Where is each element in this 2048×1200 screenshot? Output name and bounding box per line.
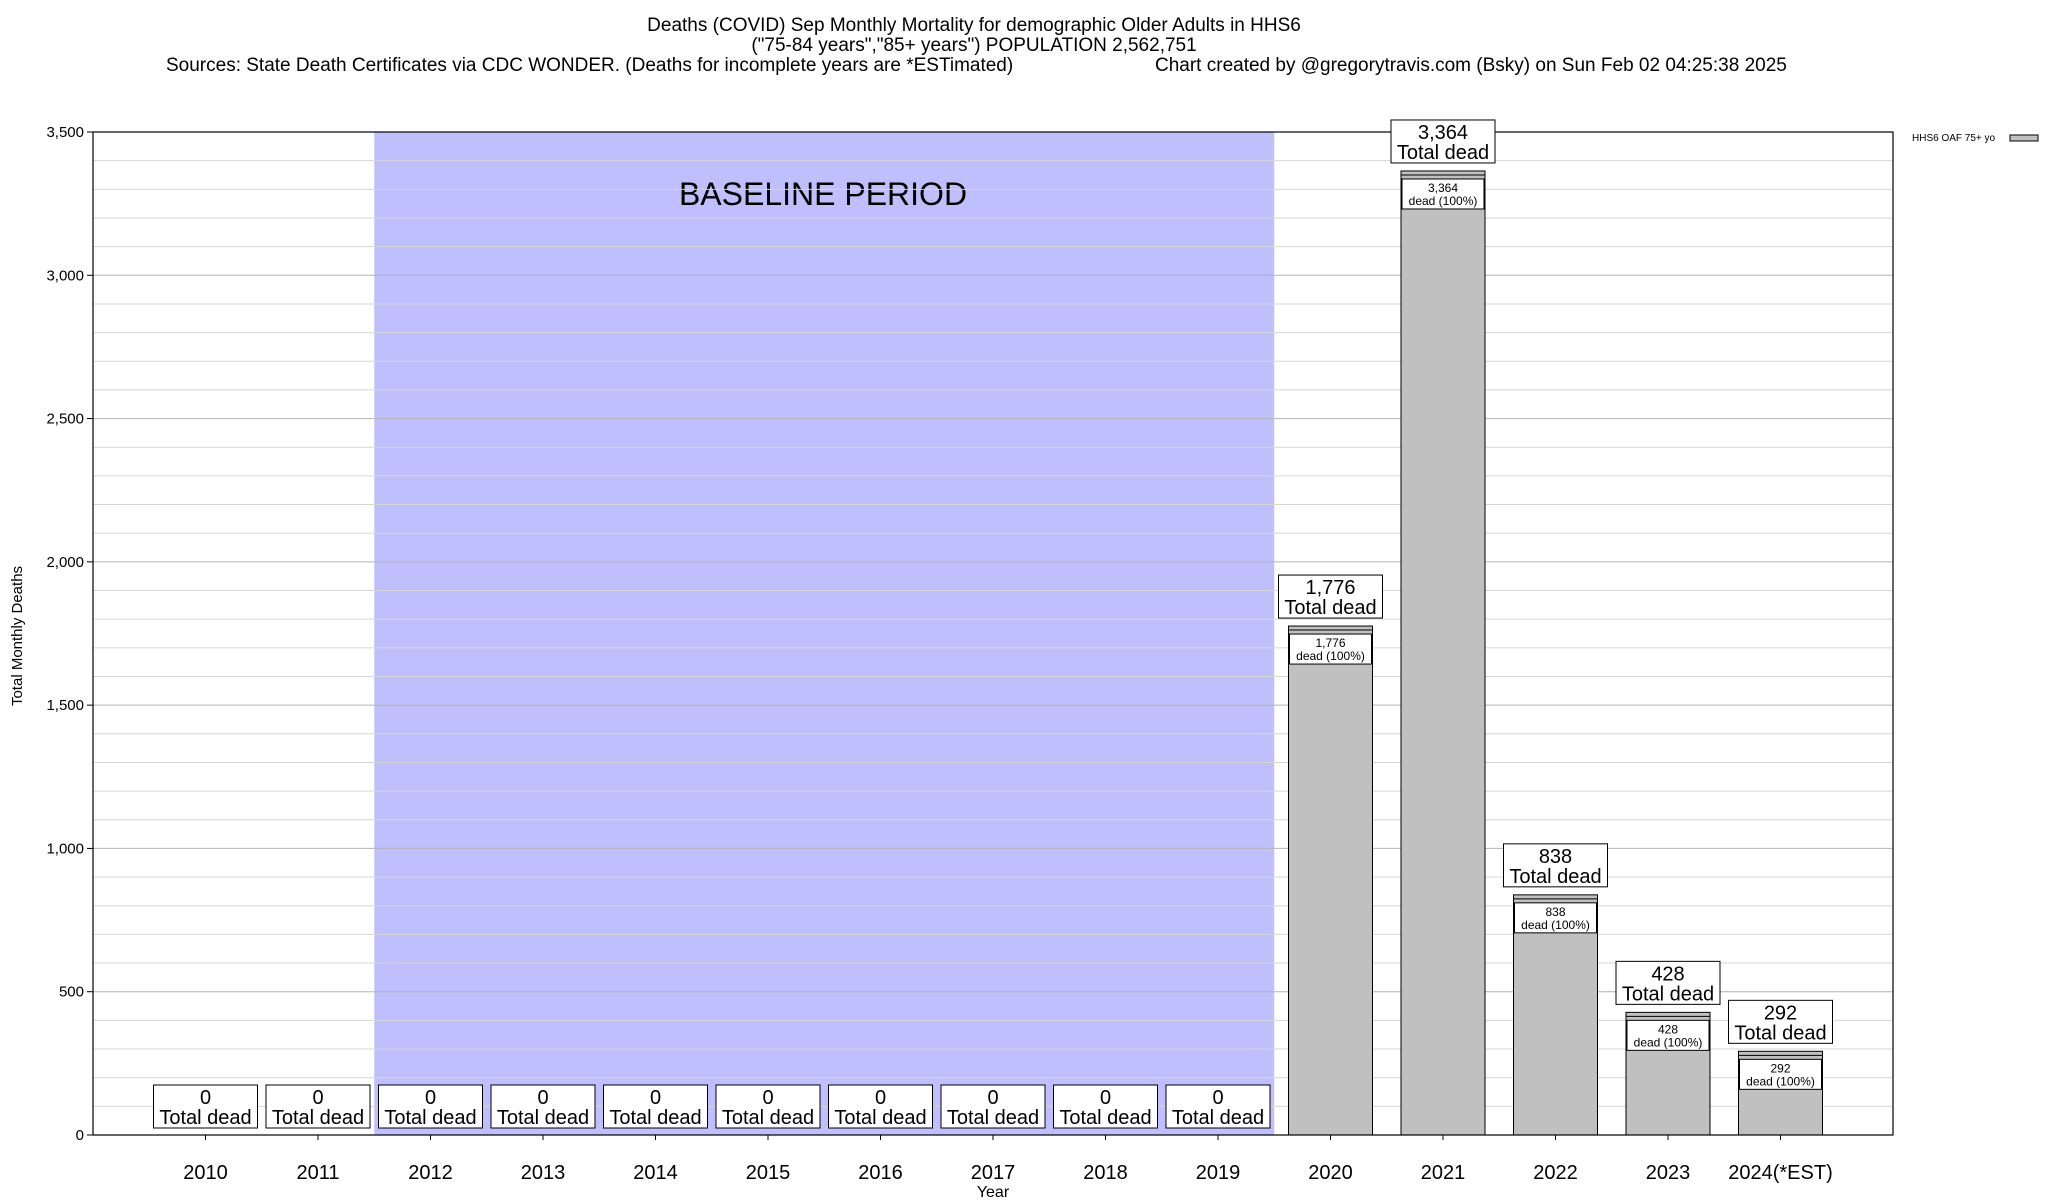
total-label-value-2020: 1,776 bbox=[1305, 577, 1355, 599]
total-label-text-2022: Total dead bbox=[1509, 866, 1601, 888]
x-tick-label-2014: 2014 bbox=[633, 1162, 678, 1184]
total-label-box-2015 bbox=[715, 1084, 821, 1129]
total-label-text-2017: Total dead bbox=[947, 1107, 1039, 1129]
total-label-box-2016 bbox=[828, 1084, 933, 1129]
x-tick-label-2022: 2022 bbox=[1533, 1162, 1578, 1184]
total-label-box-2011 bbox=[265, 1084, 371, 1129]
total-label-value-2019: 0 bbox=[1212, 1087, 1223, 1109]
inner-label-value-2021: 3,364 bbox=[1428, 181, 1458, 195]
inner-label-box-2020 bbox=[1289, 633, 1372, 665]
total-label-text-2024(*EST): Total dead bbox=[1734, 1022, 1826, 1044]
inner-label-value-2024(*EST): 292 bbox=[1770, 1061, 1790, 1075]
y-tick-label: 3,000 bbox=[46, 267, 84, 284]
inner-label-box-2022 bbox=[1514, 902, 1597, 934]
total-label-box-2017 bbox=[940, 1084, 1046, 1129]
x-tick-label-2012: 2012 bbox=[408, 1162, 453, 1184]
total-label-box-2014 bbox=[603, 1084, 708, 1129]
total-label-box-2018 bbox=[1053, 1084, 1158, 1129]
x-tick-label-2018: 2018 bbox=[1083, 1162, 1128, 1184]
y-tick-label: 2,000 bbox=[46, 554, 84, 571]
chart-credit-note: Chart created by @gregorytravis.com (Bsk… bbox=[1155, 55, 1787, 76]
total-label-text-2019: Total dead bbox=[1172, 1107, 1264, 1129]
inner-label-box-2023 bbox=[1626, 1019, 1710, 1051]
total-label-box-2010 bbox=[153, 1084, 258, 1129]
legend-swatch bbox=[2009, 134, 2039, 142]
total-label-text-2011: Total dead bbox=[272, 1107, 364, 1129]
chart-sources-note: Sources: State Death Certificates via CD… bbox=[166, 55, 1013, 76]
y-tick-label: 3,500 bbox=[46, 124, 84, 141]
total-label-box-2019 bbox=[1165, 1084, 1271, 1129]
x-axis-label: Year bbox=[977, 1184, 1010, 1200]
inner-label-text-2022: dead (100%) bbox=[1521, 918, 1590, 932]
x-tick-label-2023: 2023 bbox=[1646, 1162, 1691, 1184]
y-tick-label: 1,500 bbox=[46, 697, 84, 714]
x-tick-label-2013: 2013 bbox=[521, 1162, 566, 1184]
total-label-box-2020 bbox=[1278, 574, 1383, 619]
inner-label-value-2023: 428 bbox=[1658, 1022, 1678, 1036]
baseline-period-shading bbox=[374, 132, 1275, 1135]
x-tick-label-2015: 2015 bbox=[746, 1162, 791, 1184]
x-tick-label-2011: 2011 bbox=[296, 1162, 339, 1184]
bar-2020 bbox=[1288, 625, 1373, 1136]
y-tick-label: 0 bbox=[76, 1127, 84, 1144]
total-label-text-2014: Total dead bbox=[609, 1107, 701, 1129]
total-label-box-2012 bbox=[378, 1084, 483, 1129]
inner-label-text-2021: dead (100%) bbox=[1409, 194, 1478, 208]
plot-frame bbox=[92, 131, 1894, 1136]
total-label-text-2012: Total dead bbox=[384, 1107, 476, 1129]
inner-label-box-2021 bbox=[1401, 178, 1485, 210]
total-label-box-2022 bbox=[1503, 843, 1608, 888]
chart-title-line-2: ("75-84 years","85+ years") POPULATION 2… bbox=[751, 35, 1196, 56]
legend-label: HHS6 OAF 75+ yo bbox=[1912, 133, 1996, 144]
total-label-box-2024(*EST) bbox=[1728, 999, 1833, 1044]
total-label-value-2015: 0 bbox=[762, 1087, 773, 1109]
inner-label-text-2023: dead (100%) bbox=[1634, 1035, 1703, 1049]
total-label-value-2022: 838 bbox=[1539, 846, 1572, 868]
total-label-value-2017: 0 bbox=[987, 1087, 998, 1109]
total-label-text-2013: Total dead bbox=[497, 1107, 589, 1129]
total-label-value-2013: 0 bbox=[537, 1087, 548, 1109]
inner-label-value-2020: 1,776 bbox=[1315, 636, 1345, 650]
total-label-box-2021 bbox=[1390, 119, 1496, 164]
total-label-value-2021: 3,364 bbox=[1418, 122, 1468, 144]
inner-label-text-2020: dead (100%) bbox=[1296, 649, 1365, 663]
total-label-box-2023 bbox=[1615, 960, 1721, 1005]
total-label-box-2013 bbox=[490, 1084, 596, 1129]
total-label-text-2023: Total dead bbox=[1622, 983, 1714, 1005]
bar-2021 bbox=[1400, 170, 1486, 1136]
total-label-text-2010: Total dead bbox=[159, 1107, 251, 1129]
y-tick-label: 500 bbox=[59, 984, 84, 1001]
total-label-text-2018: Total dead bbox=[1059, 1107, 1151, 1129]
y-tick-label: 2,500 bbox=[46, 411, 84, 428]
total-label-value-2010: 0 bbox=[200, 1087, 211, 1109]
inner-label-value-2022: 838 bbox=[1545, 905, 1565, 919]
total-label-text-2016: Total dead bbox=[834, 1107, 926, 1129]
x-tick-label-2020: 2020 bbox=[1308, 1162, 1353, 1184]
y-tick-label: 1,000 bbox=[46, 840, 84, 857]
x-tick-label-2010: 2010 bbox=[183, 1162, 228, 1184]
bar-2022 bbox=[1513, 894, 1598, 1136]
chart-title-line-1: Deaths (COVID) Sep Monthly Mortality for… bbox=[647, 15, 1301, 36]
baseline-period-label: BASELINE PERIOD bbox=[679, 176, 967, 212]
total-label-value-2012: 0 bbox=[425, 1087, 436, 1109]
x-tick-label-2024(*EST): 2024(*EST) bbox=[1728, 1162, 1833, 1184]
x-tick-label-2017: 2017 bbox=[971, 1162, 1016, 1184]
total-label-value-2024(*EST): 292 bbox=[1764, 1002, 1797, 1024]
inner-label-box-2024(*EST) bbox=[1739, 1058, 1822, 1090]
x-tick-label-2019: 2019 bbox=[1196, 1162, 1241, 1184]
total-label-text-2015: Total dead bbox=[722, 1107, 814, 1129]
inner-label-text-2024(*EST): dead (100%) bbox=[1746, 1074, 1815, 1088]
total-label-text-2021: Total dead bbox=[1397, 142, 1489, 164]
x-tick-label-2021: 2021 bbox=[1421, 1162, 1466, 1184]
total-label-text-2020: Total dead bbox=[1284, 597, 1376, 619]
x-tick-label-2016: 2016 bbox=[858, 1162, 903, 1184]
total-label-value-2011: 0 bbox=[312, 1087, 323, 1109]
total-label-value-2014: 0 bbox=[650, 1087, 661, 1109]
total-label-value-2023: 428 bbox=[1651, 963, 1684, 985]
total-label-value-2018: 0 bbox=[1100, 1087, 1111, 1109]
y-axis-label: Total Monthly Deaths bbox=[9, 566, 26, 706]
total-label-value-2016: 0 bbox=[875, 1087, 886, 1109]
